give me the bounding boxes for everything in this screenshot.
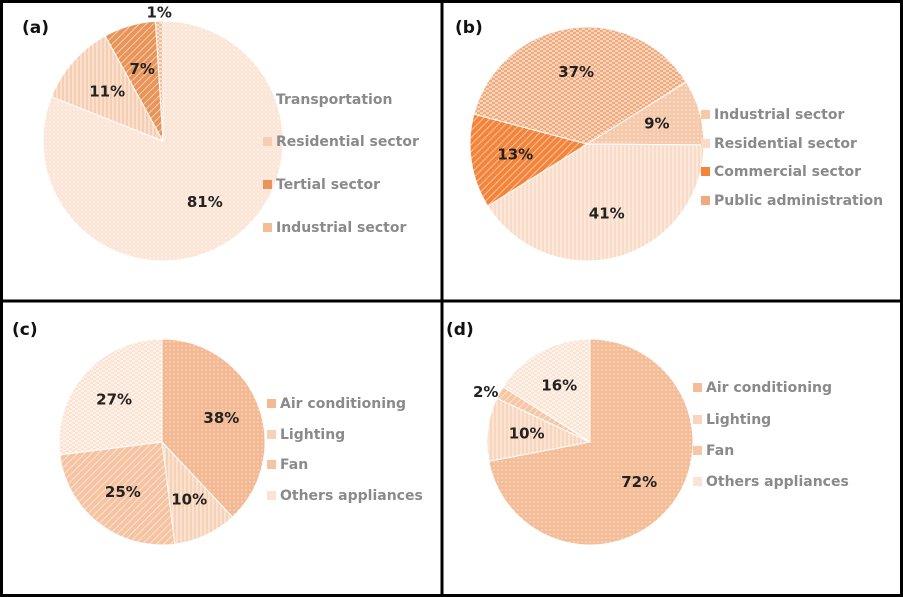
- value-label: 10%: [509, 424, 545, 442]
- value-label: 81%: [187, 193, 223, 211]
- value-label: 38%: [203, 409, 239, 427]
- legend-label: Residential sector: [276, 134, 419, 150]
- legend-swatch: [267, 430, 276, 439]
- legend-swatch: [267, 399, 276, 408]
- slice-texture: [105, 21, 163, 141]
- legend-swatch: [693, 415, 702, 424]
- legend-swatch: [701, 139, 710, 148]
- slice-texture: [487, 144, 704, 261]
- legend-label: Lighting: [706, 412, 771, 428]
- slice-texture: [59, 442, 175, 545]
- legend-label: Fan: [706, 443, 734, 459]
- value-label: 37%: [558, 63, 594, 81]
- value-label: 27%: [96, 390, 132, 408]
- legend-label: Others appliances: [280, 488, 423, 504]
- legend-swatch: [701, 167, 710, 176]
- legend-label: Industrial sector: [714, 107, 844, 123]
- slice-texture: [162, 442, 233, 545]
- value-label: 11%: [89, 82, 125, 100]
- value-label: 16%: [541, 377, 577, 395]
- slice-texture: [487, 398, 590, 462]
- legend-label: Air conditioning: [280, 396, 406, 412]
- slice-texture: [496, 386, 590, 442]
- panel-label: (d): [446, 320, 474, 340]
- legend-swatch: [263, 137, 272, 146]
- value-label: 9%: [644, 115, 669, 133]
- legend-label: Others appliances: [706, 474, 849, 490]
- value-label: 25%: [105, 483, 141, 501]
- value-label: 13%: [497, 145, 533, 163]
- legend-label: Residential sector: [714, 136, 857, 152]
- legend-label: Fan: [280, 457, 308, 473]
- panel-label: (b): [455, 18, 483, 38]
- legend-swatch: [263, 180, 272, 189]
- legend-swatch: [701, 196, 710, 205]
- legend-swatch: [693, 446, 702, 455]
- value-label: 41%: [589, 204, 625, 222]
- slice-texture: [473, 26, 687, 144]
- slice-texture: [469, 114, 587, 207]
- legend-swatch: [263, 95, 272, 104]
- legend-swatch: [263, 223, 272, 232]
- legend-label: Lighting: [280, 427, 345, 443]
- value-label: 2%: [473, 383, 498, 401]
- legend-label: Tertial sector: [276, 177, 380, 193]
- slice-texture: [155, 21, 163, 141]
- value-label: 7%: [130, 60, 155, 78]
- slice-texture: [162, 339, 265, 518]
- legend-label: Transportation: [276, 92, 392, 108]
- legend-label: Commercial sector: [714, 164, 861, 180]
- legend-label: Industrial sector: [276, 220, 406, 236]
- panel-label: (c): [12, 320, 38, 340]
- legend-label: Public administration: [714, 193, 883, 209]
- panel-label: (a): [22, 18, 49, 38]
- slice-texture: [503, 339, 590, 442]
- slice-texture: [587, 81, 704, 145]
- slice-texture: [58, 339, 162, 455]
- legend-swatch: [267, 460, 276, 469]
- legend-label: Air conditioning: [706, 380, 832, 396]
- value-label: 72%: [621, 473, 657, 491]
- legend-swatch: [267, 491, 276, 500]
- value-label: 1%: [146, 4, 171, 22]
- legend-swatch: [693, 477, 702, 486]
- value-label: 10%: [171, 490, 207, 508]
- legend-swatch: [693, 383, 702, 392]
- legend-swatch: [701, 110, 710, 119]
- slice-texture: [51, 35, 164, 141]
